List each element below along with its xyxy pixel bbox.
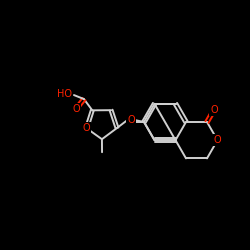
- Text: O: O: [83, 123, 90, 133]
- Text: O: O: [210, 105, 218, 115]
- Text: O: O: [214, 135, 221, 145]
- Text: HO: HO: [57, 89, 72, 99]
- Text: O: O: [72, 104, 80, 114]
- Text: O: O: [127, 115, 135, 125]
